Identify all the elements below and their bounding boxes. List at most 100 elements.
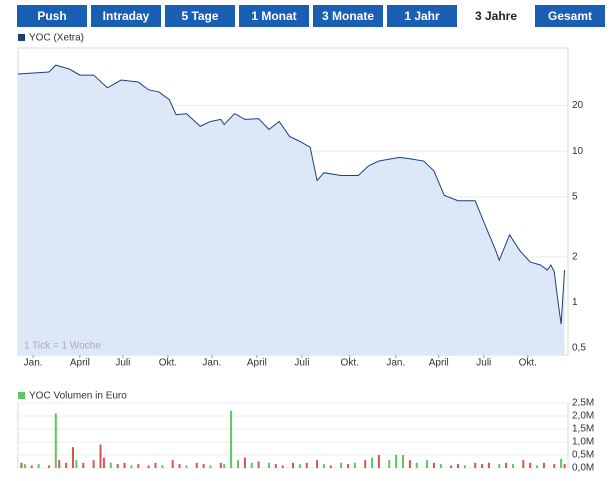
volume-bar	[457, 464, 459, 468]
volume-bar	[522, 460, 525, 468]
volume-bar	[185, 465, 188, 468]
volume-bar	[243, 457, 246, 468]
legend-swatch	[18, 34, 25, 41]
volume-bar	[72, 447, 74, 468]
y-tick-label: 1,0M	[572, 437, 594, 448]
x-tick-label: April	[429, 358, 449, 369]
volume-bar	[316, 460, 319, 468]
tab[interactable]: 3 Jahre	[461, 5, 531, 27]
volume-bar	[560, 458, 563, 468]
tab[interactable]: Intraday	[91, 5, 161, 27]
volume-bar	[195, 462, 198, 468]
volume-bar	[439, 464, 442, 468]
tab[interactable]: Push	[17, 5, 87, 27]
volume-bar	[109, 462, 112, 468]
volume-bar	[219, 462, 222, 468]
volume-bar	[298, 464, 301, 468]
volume-bar	[408, 460, 411, 468]
volume-bar	[58, 460, 61, 468]
volume-bar	[237, 460, 239, 468]
volume-bar	[529, 462, 532, 468]
volume-bar	[75, 460, 78, 468]
volume-bar	[563, 464, 566, 468]
x-tick-label: April	[247, 358, 267, 369]
y-tick-label: 20	[572, 100, 584, 111]
volume-bar	[347, 464, 349, 468]
volume-bar	[102, 457, 105, 468]
price-line	[17, 64, 566, 325]
volume-bar	[178, 464, 181, 468]
legend-swatch	[18, 392, 25, 399]
y-tick-label: 2,5M	[572, 398, 594, 409]
x-tick-label: Jan.	[202, 358, 221, 369]
legend-label: YOC Volumen in Euro	[29, 391, 127, 402]
volume-bar	[322, 464, 325, 468]
volume-bar	[536, 465, 539, 468]
volume-bar	[553, 464, 556, 468]
volume-bar	[505, 462, 508, 468]
x-tick-label: Okt.	[341, 358, 359, 369]
x-tick-label: Okt.	[519, 358, 537, 369]
volume-bar	[292, 462, 294, 468]
annotation: 1 Tick = 1 Woche	[24, 341, 101, 352]
volume-bar	[498, 464, 501, 468]
volume-bar	[463, 465, 466, 468]
volume-bar	[130, 465, 133, 468]
volume-bar	[487, 462, 490, 468]
volume-bar	[402, 455, 404, 468]
area	[18, 65, 565, 355]
tab[interactable]: 5 Tage	[165, 5, 235, 27]
volume-bar	[267, 462, 270, 468]
volume-bar	[257, 461, 260, 468]
volume-bar	[116, 464, 119, 468]
volume-bar	[23, 464, 26, 468]
x-tick-label: Jan.	[386, 358, 405, 369]
volume-bar	[426, 460, 429, 468]
tab[interactable]: 1 Monat	[239, 5, 309, 27]
volume-bar	[281, 465, 284, 468]
tab[interactable]: Gesamt	[535, 5, 605, 27]
volume-bar	[47, 465, 50, 468]
tab-bar: Push Intraday 5 Tage 1 Monat 3 Monate 1 Jahr 3…	[17, 5, 605, 27]
volume-bar	[432, 462, 435, 468]
volume-bar	[512, 464, 514, 468]
volume-bar	[154, 462, 157, 468]
y-tick-label: 0,0M	[572, 463, 594, 474]
y-tick-label: 0,5M	[572, 450, 594, 461]
volume-bar	[481, 464, 484, 468]
y-tick-label: 0,5	[572, 343, 586, 354]
tab[interactable]: 1 Jahr	[387, 5, 457, 27]
volume-bar	[388, 460, 391, 468]
y-tick-label: 5	[572, 191, 578, 202]
plot-frame	[17, 402, 569, 469]
y-tick-label: 10	[572, 146, 584, 157]
volume-bar	[65, 462, 68, 468]
volume-bar	[123, 462, 126, 468]
x-tick-label: Juli	[294, 358, 309, 369]
y-tick-label: 1,5M	[572, 424, 594, 435]
volume-bar	[202, 464, 205, 468]
volume-bar	[274, 464, 277, 468]
volume-bar	[223, 464, 226, 468]
x-tick-label: Okt.	[159, 358, 177, 369]
volume-bar	[137, 464, 140, 468]
volume-bar	[377, 455, 380, 468]
volume-bar	[353, 462, 356, 468]
volume-bar	[371, 457, 374, 468]
volume-bar	[395, 455, 398, 468]
volume-bar	[209, 465, 212, 468]
volume-bar	[82, 462, 85, 468]
volume-bar	[250, 462, 253, 468]
volume-bar	[99, 444, 102, 468]
volume-bar	[415, 462, 418, 468]
volume-bar	[37, 464, 40, 468]
volume-bar	[329, 465, 332, 468]
legend-label: YOC (Xetra)	[29, 33, 84, 44]
volume-bar	[161, 465, 164, 468]
volume-bar	[20, 462, 23, 468]
y-tick-label: 2	[572, 252, 578, 263]
volume-bar	[364, 460, 367, 468]
tab[interactable]: 3 Monate	[313, 5, 383, 27]
